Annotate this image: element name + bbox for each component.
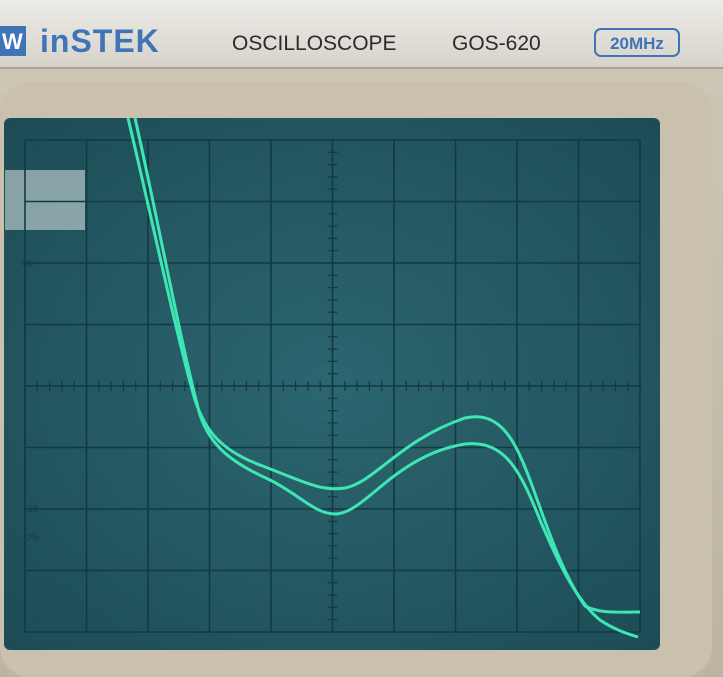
bandwidth: 20MHz bbox=[610, 34, 664, 53]
logo-box bbox=[0, 26, 26, 56]
logo-mark: W bbox=[2, 29, 23, 54]
graticule-label: 0% bbox=[26, 532, 39, 542]
graticule-label: 90 bbox=[22, 259, 32, 269]
bandwidth-badge bbox=[594, 28, 680, 57]
model: GOS-620 bbox=[452, 32, 541, 55]
center-ticks bbox=[24, 139, 641, 633]
trace bbox=[133, 117, 639, 639]
device-name: OSCILLOSCOPE bbox=[232, 32, 397, 55]
trace bbox=[126, 117, 641, 614]
graticule-label: 10 bbox=[28, 504, 38, 514]
glare bbox=[5, 170, 85, 230]
brand: inSTEK bbox=[40, 23, 160, 59]
